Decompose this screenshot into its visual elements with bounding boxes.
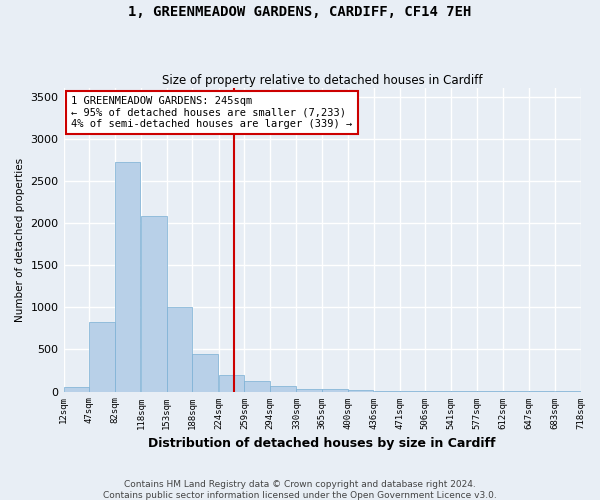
Text: 1, GREENMEADOW GARDENS, CARDIFF, CF14 7EH: 1, GREENMEADOW GARDENS, CARDIFF, CF14 7E… (128, 5, 472, 19)
Title: Size of property relative to detached houses in Cardiff: Size of property relative to detached ho… (162, 74, 482, 87)
Bar (193, 354, 218, 392)
Bar (374, 390, 400, 392)
Text: Contains HM Land Registry data © Crown copyright and database right 2024.
Contai: Contains HM Land Registry data © Crown c… (103, 480, 497, 500)
Bar (219, 374, 244, 392)
Y-axis label: Number of detached properties: Number of detached properties (15, 158, 25, 322)
Bar (115, 162, 140, 392)
X-axis label: Distribution of detached houses by size in Cardiff: Distribution of detached houses by size … (148, 437, 496, 450)
Bar (141, 216, 167, 392)
Bar (270, 386, 296, 392)
Bar (244, 380, 270, 392)
Bar (322, 390, 347, 392)
Bar (167, 308, 193, 392)
Bar (89, 322, 115, 392)
Bar (64, 388, 89, 392)
Text: 1 GREENMEADOW GARDENS: 245sqm
← 95% of detached houses are smaller (7,233)
4% of: 1 GREENMEADOW GARDENS: 245sqm ← 95% of d… (71, 96, 353, 129)
Bar (347, 390, 373, 392)
Bar (296, 389, 322, 392)
